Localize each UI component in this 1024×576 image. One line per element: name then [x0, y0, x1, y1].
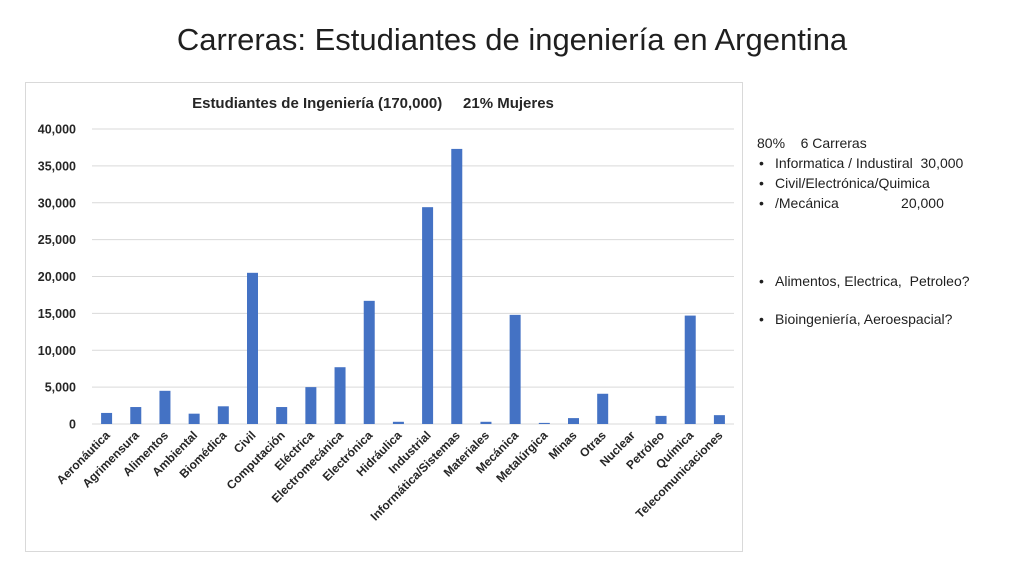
bar-chart: Estudiantes de Ingeniería (170,000) 21% …: [25, 82, 743, 552]
notes-item: Bioingeniería, Aeroespacial?: [757, 309, 1017, 329]
bar-computaci-n: [276, 407, 288, 424]
bar-metal-rgica: [538, 422, 550, 424]
side-notes: 80% 6 Carreras Informatica / Industiral …: [757, 133, 1017, 329]
y-axis-ticks: 0 5,000 10,000 15,000 20,000 25,000 30,000 35,0…: [38, 123, 76, 432]
x-tick-label: Minas: [546, 428, 580, 462]
notes-item: Alimentos, Electrica, Petroleo?: [757, 271, 1017, 291]
y-tick-label: 35,000: [38, 159, 76, 173]
bar-electr-nica: [363, 300, 375, 424]
notes-list-2: Alimentos, Electrica, Petroleo?: [757, 271, 1017, 291]
y-tick-label: 10,000: [38, 344, 76, 358]
bar-civil: [247, 272, 258, 424]
chart-svg: Estudiantes de Ingeniería (170,000) 21% …: [38, 95, 734, 523]
y-tick-label: 15,000: [38, 307, 76, 321]
notes-item: Informatica / Industiral 30,000: [757, 153, 1017, 173]
y-tick-label: 30,000: [38, 196, 76, 210]
notes-item: /Mecánica 20,000: [757, 193, 1017, 213]
bar-electromec-nica: [334, 367, 346, 424]
bar-minas: [568, 418, 579, 424]
bar-telecomunicaciones: [713, 415, 725, 424]
bar-alimentos: [159, 390, 171, 424]
gridlines: [92, 128, 734, 425]
bar-hidr-ulica: [392, 421, 404, 424]
bar-el-ctrica: [305, 387, 317, 424]
bar-aeron-utica: [101, 412, 113, 424]
x-axis-ticks: AeronáuticaAgrimensuraAlimentosAmbiental…: [54, 428, 726, 523]
y-tick-label: 20,000: [38, 270, 76, 284]
bar-petr-leo: [655, 415, 667, 424]
bar-qu-mica: [684, 315, 696, 424]
slide-title: Carreras: Estudiantes de ingeniería en A…: [176, 22, 848, 57]
bar-materiales: [480, 421, 492, 424]
y-tick-label: 40,000: [38, 123, 76, 137]
bar-industrial: [422, 207, 434, 424]
y-tick-label: 5,000: [45, 381, 76, 395]
notes-list-3: Bioingeniería, Aeroespacial?: [757, 309, 1017, 329]
notes-list-1: Informatica / Industiral 30,000 Civil/El…: [757, 153, 1017, 213]
bar-biom-dica: [217, 406, 229, 424]
notes-header: 80% 6 Carreras: [757, 135, 867, 151]
bar-ambiental: [188, 413, 200, 424]
bars: [101, 148, 725, 424]
notes-item: Civil/Electrónica/Quimica: [757, 173, 1017, 193]
bar-inform-tica-sistemas: [451, 148, 463, 424]
bar-otras: [597, 393, 609, 424]
bar-agrimensura: [130, 407, 142, 424]
chart-title: Estudiantes de Ingeniería (170,000) 21% …: [192, 95, 554, 112]
bar-mec-nica: [509, 314, 521, 424]
y-tick-label: 25,000: [38, 233, 76, 247]
y-tick-label: 0: [69, 418, 76, 432]
